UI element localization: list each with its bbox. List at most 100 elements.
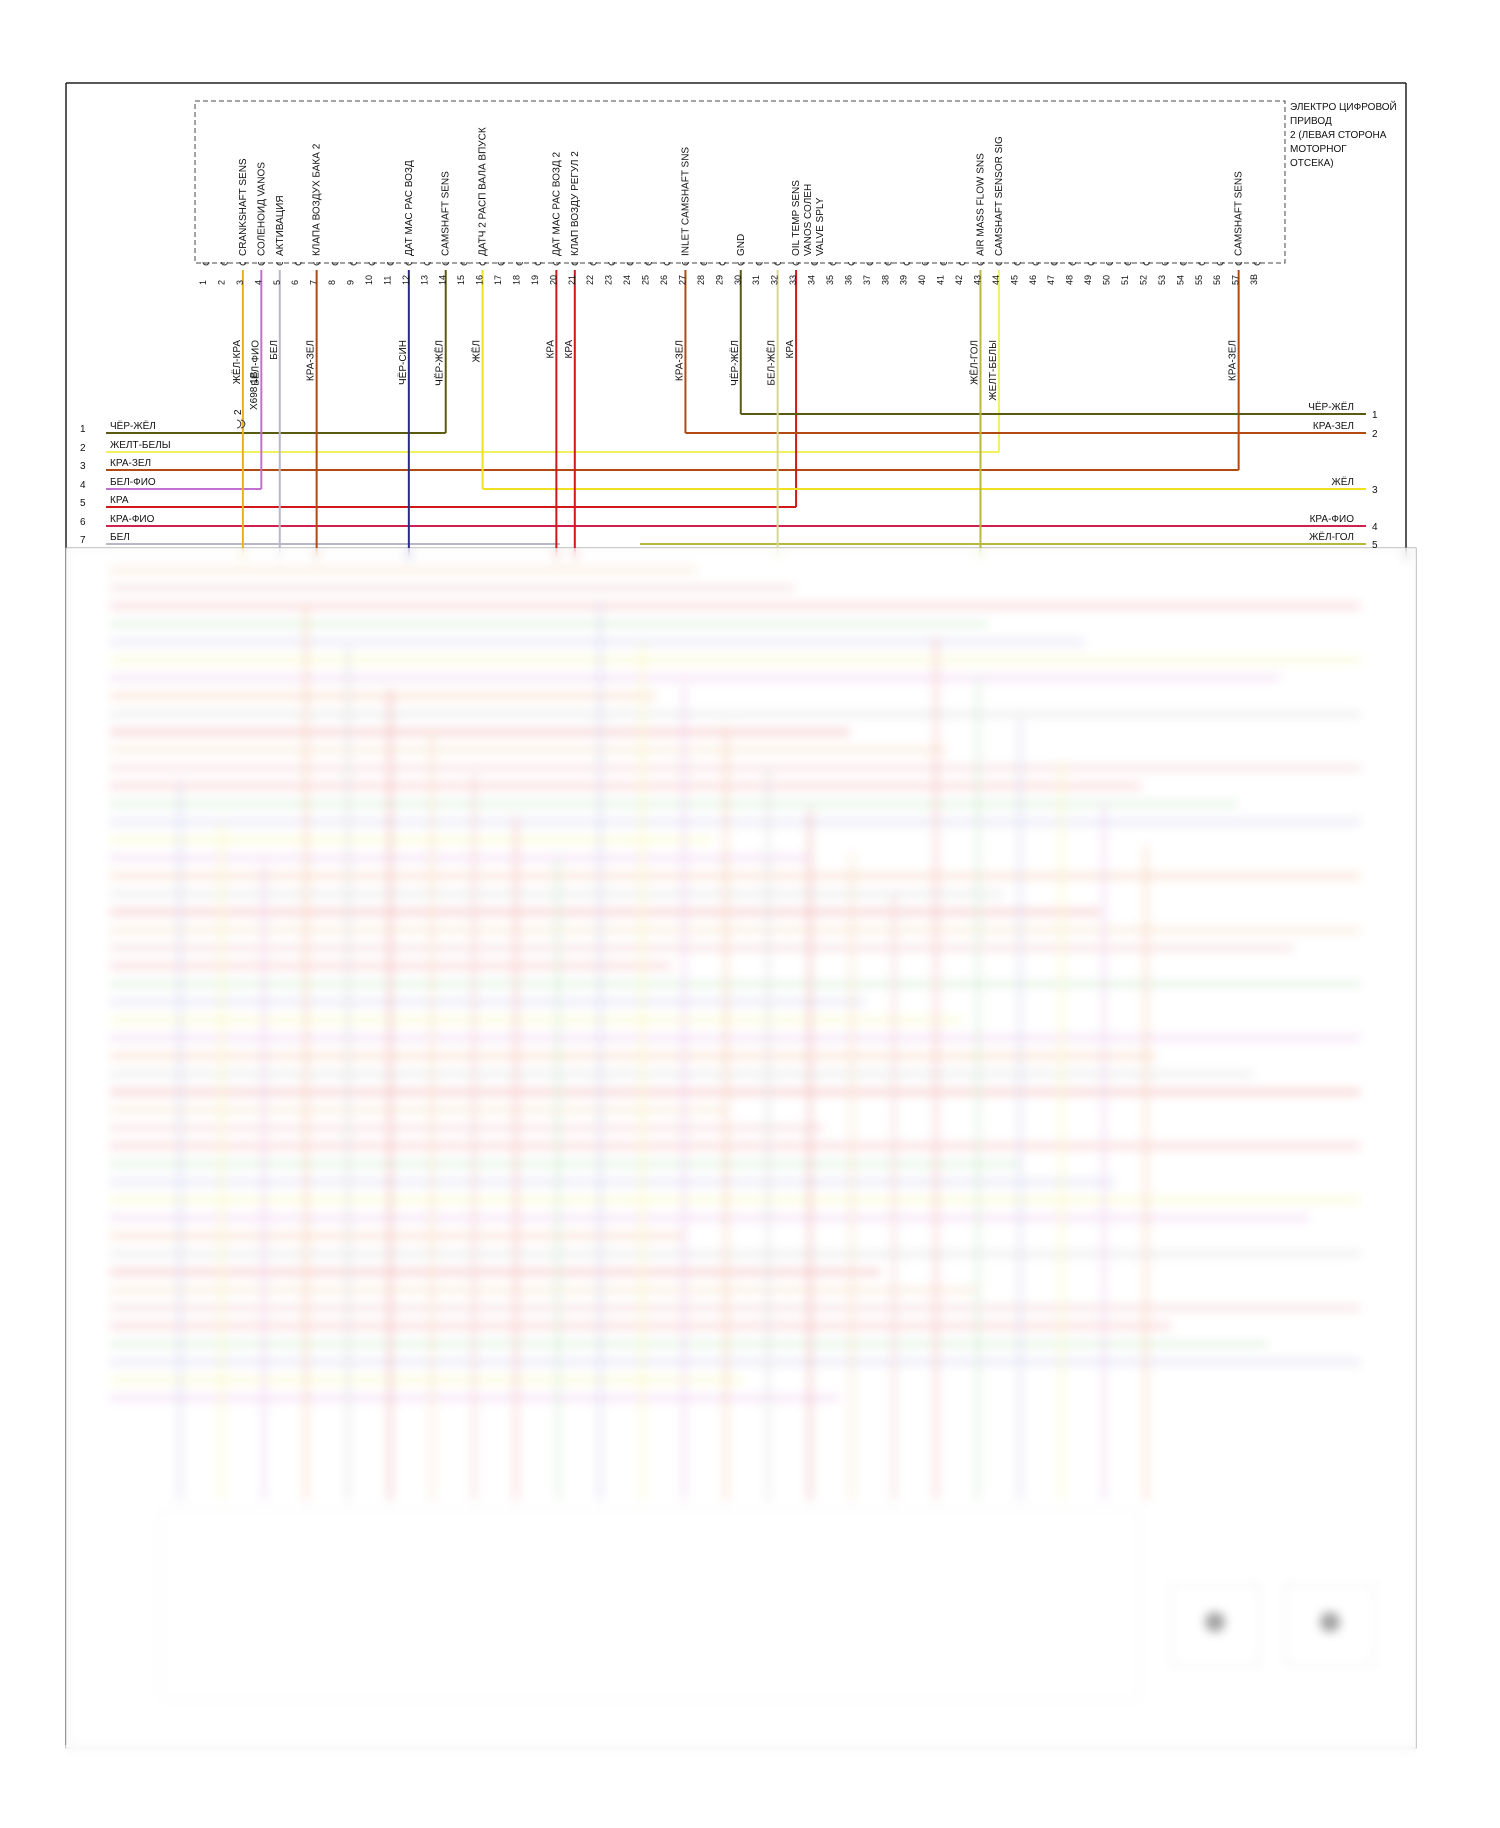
right-line-label: КРА-ФИО: [1310, 514, 1355, 525]
pin-function-label: VALVE SPLY: [815, 197, 826, 256]
pin-terminal: [1161, 261, 1169, 266]
pin-number: 22: [585, 275, 595, 285]
pin-number: 55: [1194, 275, 1204, 285]
pin-number: 1: [198, 280, 208, 285]
pin-terminal: [681, 261, 689, 266]
pin-terminal: [386, 261, 394, 266]
wire-color-label: КРА-ЗЕЛ: [306, 340, 317, 381]
pin-number: 10: [364, 275, 374, 285]
pin-number: 5: [272, 280, 282, 285]
pin-terminal: [921, 261, 929, 266]
pin-terminal: [866, 261, 874, 266]
pin-function-label: GND: [736, 234, 747, 256]
pin-terminal: [1106, 261, 1114, 266]
pin-number: 8: [327, 280, 337, 285]
right-line-number: 5: [1372, 540, 1378, 551]
pin-terminal: [515, 261, 523, 266]
connector-title-line: ЭЛЕКТРО ЦИФРОВОЙ: [1290, 100, 1397, 113]
wire-color-label: ЖЁЛ-ГОЛ: [968, 340, 980, 385]
pin-number: 20: [548, 275, 558, 285]
left-line-number: 6: [80, 517, 86, 528]
pin-terminal: [294, 261, 302, 266]
pin-function-label: INLET CAMSHAFT SNS: [680, 147, 691, 256]
pin-terminal: [958, 261, 966, 266]
left-line-label: КРА: [110, 495, 129, 506]
pin-terminal: [479, 261, 487, 266]
pin-number: 37: [862, 275, 872, 285]
pin-terminal: [1050, 261, 1058, 266]
pin-number: 4: [253, 280, 263, 285]
pin-terminal: [1253, 261, 1261, 266]
pin-function-label: КЛАПА ВОЗДУХ БАКА 2: [312, 143, 323, 256]
pin-terminal: [995, 261, 1003, 266]
pin-terminal: [903, 261, 911, 266]
connector-title-line: 2 (ЛЕВАЯ СТОРОНА: [1290, 130, 1387, 141]
wire-color-label: КРА-ЗЕЛ: [1228, 340, 1239, 381]
left-line-label: ЧЁР-ЖЁЛ: [110, 420, 156, 432]
wire-labels: ЖЁЛ-КРА БЕЛ-ФИО БЕЛ КРА-ЗЕЛ ЧЁР-СИН ЧЁР-ЖЁЛ ЖЁ…: [80, 340, 1378, 551]
pin-terminal: [1124, 261, 1132, 266]
pin-number: 26: [659, 275, 669, 285]
pin-function-label: CRANKSHAFT SENS: [238, 158, 249, 256]
pin-terminal: [811, 261, 819, 266]
pin-number: 46: [1028, 275, 1038, 285]
pin-number: 13: [419, 275, 429, 285]
pin-number: 19: [530, 275, 540, 285]
pin-terminal: [626, 261, 634, 266]
pin-function-label: AIR MASS FLOW SNS: [975, 153, 986, 256]
left-line-label: КРА-ЗЕЛ: [110, 458, 151, 469]
wire-color-label: КРА-ЗЕЛ: [674, 340, 685, 381]
splice-pin: 2: [233, 409, 244, 415]
pin-terminal: [976, 261, 984, 266]
wire-color-label: ЖЕЛТ-БЕЛЫ: [988, 340, 999, 401]
pin-terminal: [774, 261, 782, 266]
pin-terminal: [1069, 261, 1077, 266]
right-line-label: ЧЁР-ЖЁЛ: [1308, 401, 1354, 413]
pin-function-label: ДАТЧ 2 РАСП ВАЛА ВПУСК: [478, 127, 489, 256]
pin-function-label: CAMSHAFT SENSOR SIG: [994, 136, 1005, 256]
left-line-number: 1: [80, 424, 86, 435]
wire-color-label: БЕЛ-ЖЁЛ: [766, 340, 778, 386]
pin-terminal: [589, 261, 597, 266]
connector-outline: [194, 100, 1286, 264]
pin-number: 52: [1138, 275, 1148, 285]
pin-number: 35: [825, 275, 835, 285]
pin-number: 17: [493, 275, 503, 285]
pin-terminal: [700, 261, 708, 266]
left-line-label: КРА-ФИО: [110, 514, 155, 525]
pin-number: 39: [899, 275, 909, 285]
pin-terminal: [239, 261, 247, 266]
pin-number: 14: [438, 275, 448, 285]
wire-color-label: БЕЛ-ФИО: [250, 340, 261, 386]
pin-number: 24: [622, 275, 632, 285]
right-line-label: ЖЁЛ: [1332, 476, 1354, 488]
wire-color-label: КРА: [545, 340, 556, 359]
pin-function-label: СОЛЕНОИД VANOS: [256, 162, 267, 256]
right-line-label: ЖЁЛ-ГОЛ: [1309, 531, 1354, 543]
left-line-label: БЕЛ: [110, 532, 130, 543]
pin-number: 41: [936, 275, 946, 285]
pin-number: 40: [917, 275, 927, 285]
pin-number: 45: [1009, 275, 1019, 285]
wire-color-label: ЧЁР-ЖЁЛ: [729, 340, 741, 386]
pin-number: 9: [346, 280, 356, 285]
left-line-number: 7: [80, 535, 86, 546]
pin-terminal: [460, 261, 468, 266]
pin-terminal: [737, 261, 745, 266]
wire-color-label: КРА: [564, 340, 575, 359]
splice-label: X698 1B: [249, 371, 260, 410]
pin-terminal: [276, 261, 284, 266]
pin-terminal: [792, 261, 800, 266]
pin-terminal: [534, 261, 542, 266]
pin-number: 42: [954, 275, 964, 285]
pin-number: 23: [604, 275, 614, 285]
wire-color-label: КРА: [785, 340, 796, 359]
pin-number: 3: [235, 280, 245, 285]
connector-block: ЭЛЕКТРО ЦИФРОВОЙ ПРИВОД 2 (ЛЕВАЯ СТОРОНА МО…: [194, 100, 1397, 429]
pin-number: 7: [309, 280, 319, 285]
pin-terminal: [368, 261, 376, 266]
pin-terminal: [571, 261, 579, 266]
pin-terminal: [1216, 261, 1224, 266]
pin-terminal: [608, 261, 616, 266]
pin-terminal: [257, 261, 265, 266]
